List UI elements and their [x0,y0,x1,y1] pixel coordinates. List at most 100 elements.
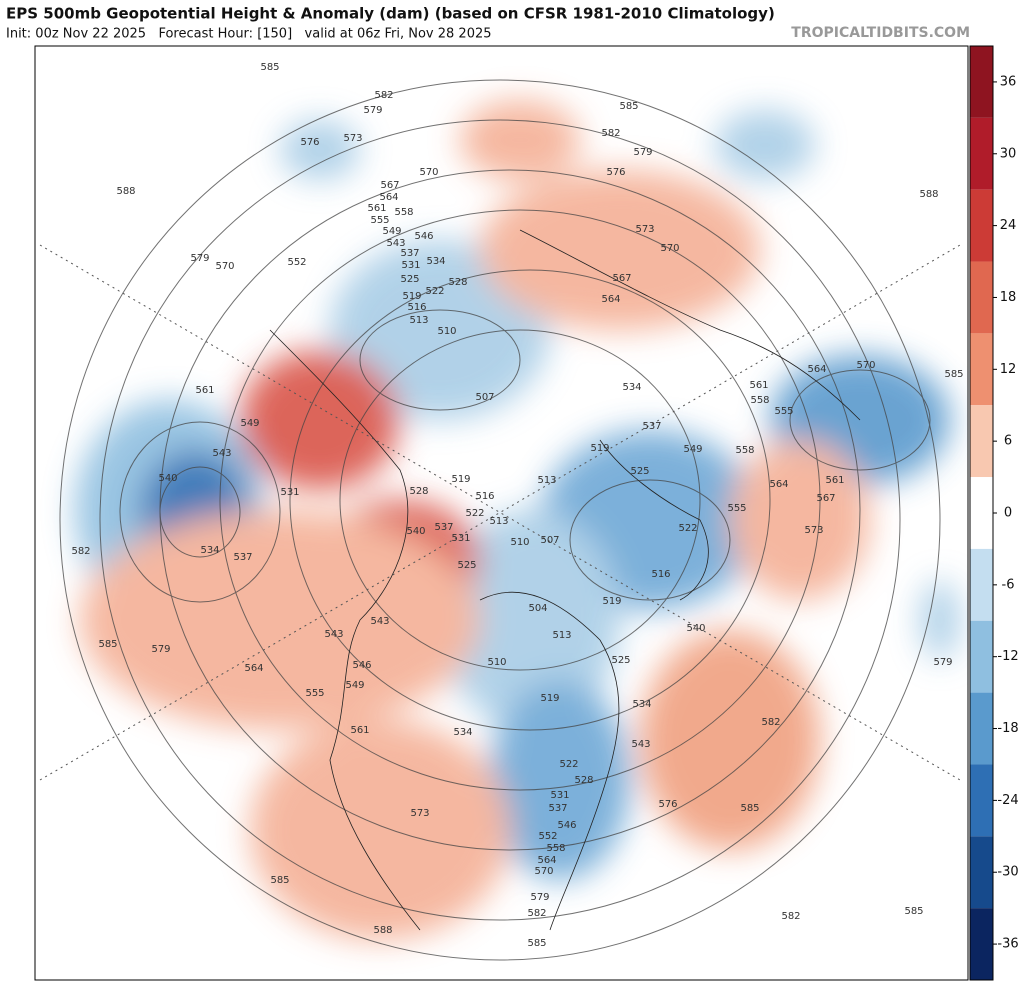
contour-label: 510 [510,537,529,548]
contour-label: 534 [426,256,445,267]
map-frame [34,45,969,981]
colorbar-band [970,620,993,693]
contour-label: 558 [750,395,769,406]
colorbar-band [970,477,993,549]
colorbar-tick-label: -12 [997,649,1018,664]
colorbar-tick-label: -24 [997,793,1018,808]
contour-label: 570 [660,243,679,254]
contour-label: 579 [151,644,170,655]
contour-label: 519 [540,693,559,704]
colorbar-tick-label: 18 [1000,290,1017,305]
contour-label: 552 [538,831,557,842]
contour-label: 585 [619,101,638,112]
colorbar-band [970,261,993,334]
anomaly-shading [75,100,960,940]
contour-label: 513 [409,315,428,326]
colorbar-tick-label: -18 [997,721,1018,736]
contour-label: 537 [400,248,419,259]
contour-label: 567 [816,493,835,504]
contour-label: 525 [400,274,419,285]
colorbar-tick-label: 24 [1000,218,1017,233]
contour-label: 588 [116,186,135,197]
colorbar-band [970,692,993,765]
contour-label: 522 [465,508,484,519]
title: EPS 500mb Geopotential Height & Anomaly … [6,5,775,23]
contour-label: 570 [534,866,553,877]
contour-label: 561 [350,725,369,736]
contour-label: 543 [631,739,650,750]
contour-label: 522 [559,759,578,770]
colorbar-tick-label: 12 [1000,362,1017,377]
contour-label: 549 [382,226,401,237]
contour-label: 534 [622,382,641,393]
contour-label: 576 [606,167,625,178]
colorbar-band [970,46,993,118]
contour-label: 543 [212,448,231,459]
contour-label: 564 [537,855,556,866]
contour-label: 579 [363,105,382,116]
contour-label: 564 [601,294,620,305]
contour-label: 531 [401,260,420,271]
contour-label: 531 [550,790,569,801]
colorbar-tick-label: 36 [1000,74,1017,89]
contour-label: 549 [683,444,702,455]
contour-label: 573 [410,808,429,819]
contour-label: 528 [448,277,467,288]
colorbar-tick-label: -30 [997,865,1018,880]
contour-label: 519 [451,474,470,485]
contour-label: 561 [825,475,844,486]
contour-label: 546 [557,820,576,831]
contour-label: 588 [373,925,392,936]
contour-label: 513 [552,630,571,641]
contour-label: 585 [270,875,289,886]
contour-label: 525 [611,655,630,666]
contour-label: 540 [686,623,705,634]
contour-label: 531 [451,533,470,544]
contour-label: 516 [475,491,494,502]
contour-label: 558 [394,207,413,218]
map: 585 582 579 585 582 579 576 576 573 570 567 564 561 5… [35,46,968,980]
contour-label: 513 [489,516,508,527]
contour-label: 540 [158,473,177,484]
contour-label: 531 [280,487,299,498]
colorbar-band [970,836,993,909]
contour-label: 582 [601,128,620,139]
contour-label: 561 [749,380,768,391]
colorbar-band [970,189,993,262]
contour-label: 528 [409,486,428,497]
credit: TROPICALTIDBITS.COM [791,25,970,41]
contour-label: 573 [635,224,654,235]
contour-label: 564 [244,663,263,674]
coastlines [269,229,861,931]
contour-label: 537 [434,522,453,533]
contour-label: 519 [590,443,609,454]
contour-label: 573 [804,525,823,536]
colorbar-tick-label: 30 [1000,146,1017,161]
contour-label: 522 [678,523,697,534]
contour-label: 555 [370,215,389,226]
contour-label: 564 [807,364,826,375]
contour-label: 543 [370,616,389,627]
contour-label: 555 [727,503,746,514]
contour-label: 582 [527,908,546,919]
colorbar-band [970,908,993,980]
colorbar-band [970,548,993,621]
contour-label: 537 [548,803,567,814]
contour-label: 564 [769,479,788,490]
contour-label: 543 [324,629,343,640]
height-contours [59,79,941,961]
contour-label: 507 [475,392,494,403]
contour-label: 573 [343,133,362,144]
contour-label: 570 [856,360,875,371]
contour-label: 516 [651,569,670,580]
contour-label: 519 [602,596,621,607]
contour-label: 522 [425,286,444,297]
colorbar-tick-label: -6 [1002,577,1015,592]
contour-label: 576 [658,799,677,810]
contour-label: 510 [487,657,506,668]
contour-label: 585 [740,803,759,814]
contour-label: 504 [528,603,547,614]
contour-label: 534 [632,699,651,710]
contour-label: 585 [98,639,117,650]
contour-label: 570 [215,261,234,272]
